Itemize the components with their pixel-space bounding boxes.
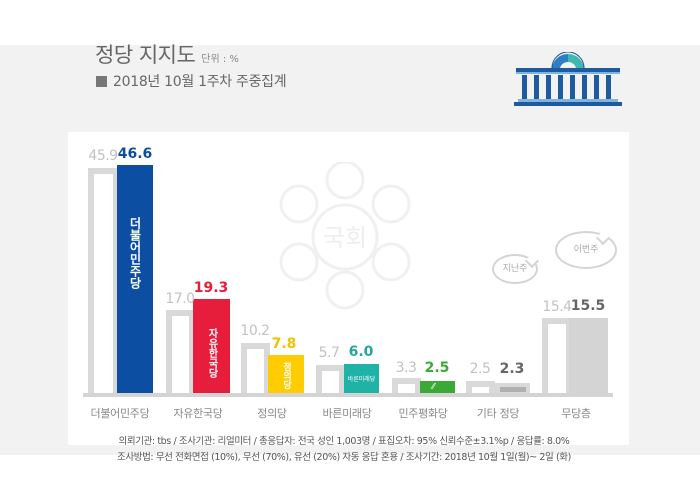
pyunghwa-logo-icon: ⁄⁄ xyxy=(432,382,435,391)
value-curr-other: 2.3 xyxy=(499,361,525,377)
legend-bubble-prev: 지난주 xyxy=(492,254,538,284)
bar-prev-none xyxy=(542,318,572,393)
bar-curr-minjoo xyxy=(117,165,153,393)
value-curr-bareun: 6.0 xyxy=(348,344,374,360)
bar-prev-jayu xyxy=(166,310,195,393)
legend-bubble-curr: 이번주 xyxy=(555,231,617,269)
legend-prev-label: 지난주 xyxy=(502,264,528,274)
bar-curr-other-inner xyxy=(500,387,526,392)
unit-label: 단위 : % xyxy=(201,54,239,65)
national-assembly-emblem-icon: 국회 xyxy=(279,162,411,310)
value-prev-none: 15.4 xyxy=(542,299,572,315)
bar-curr-jeongui xyxy=(268,355,304,393)
bar-prev-jeongui xyxy=(241,343,270,393)
bar-curr-pyunghwa xyxy=(420,381,455,393)
x-label-pyunghwa: 민주평화당 xyxy=(398,407,448,420)
value-prev-minjoo: 45.9 xyxy=(88,148,118,164)
footer-survey-info: 의뢰기관: tbs / 조사기관: 리얼미터 / 총응답자: 전국 성인 1,0… xyxy=(118,436,570,447)
bareun-logo: 바른미래당 xyxy=(347,376,376,383)
x-label-bareun: 바른미래당 xyxy=(322,407,372,420)
jayu-logo: 자유한국당 xyxy=(206,328,217,378)
value-prev-other: 2.5 xyxy=(469,361,491,377)
title-text: 정당 지지도 xyxy=(95,43,196,67)
value-curr-none: 15.5 xyxy=(570,298,606,314)
chart-title: 정당 지지도 단위 : % xyxy=(95,39,239,69)
value-curr-minjoo: 46.6 xyxy=(117,146,153,162)
value-prev-bareun: 5.7 xyxy=(318,345,340,361)
subtitle-text: 2018년 10월 1주차 주중집계 xyxy=(113,74,287,90)
watermark-text: 국회 xyxy=(323,224,367,252)
value-prev-pyunghwa: 3.3 xyxy=(395,360,417,376)
bar-curr-none xyxy=(569,318,608,393)
x-axis-baseline xyxy=(83,393,613,397)
minjoo-logo: 더불어민주당 xyxy=(128,216,142,289)
bar-prev-other xyxy=(466,381,495,393)
value-prev-jeongui: 10.2 xyxy=(240,323,270,339)
bar-curr-jayu xyxy=(193,299,230,393)
x-label-other: 기타 정당 xyxy=(476,407,520,420)
value-prev-jayu: 17.0 xyxy=(165,291,195,307)
national-assembly-building-icon xyxy=(514,52,622,106)
value-curr-pyunghwa: 2.5 xyxy=(424,360,450,376)
footer-survey-method: 조사방법: 무선 전화면접 (10%), 무선 (70%), 유선 (20%) … xyxy=(117,452,571,463)
bar-prev-minjoo xyxy=(88,168,119,393)
bar-prev-pyunghwa xyxy=(392,378,421,393)
chart-subtitle: 2018년 10월 1주차 주중집계 xyxy=(96,71,287,91)
bar-curr-bareun xyxy=(344,364,379,393)
value-curr-jeongui: 7.8 xyxy=(271,336,297,352)
x-label-jayu: 자유한국당 xyxy=(173,407,223,420)
bar-prev-bareun xyxy=(316,365,345,393)
x-label-minjoo: 더불어민주당 xyxy=(90,407,150,420)
square-bullet-icon xyxy=(96,76,107,87)
x-label-none: 무당층 xyxy=(561,407,591,420)
legend-curr-label: 이번주 xyxy=(573,245,599,255)
jeongui-logo: 정의당 xyxy=(281,361,291,389)
x-label-jeongui: 정의당 xyxy=(257,407,287,420)
value-curr-jayu: 19.3 xyxy=(193,280,229,296)
